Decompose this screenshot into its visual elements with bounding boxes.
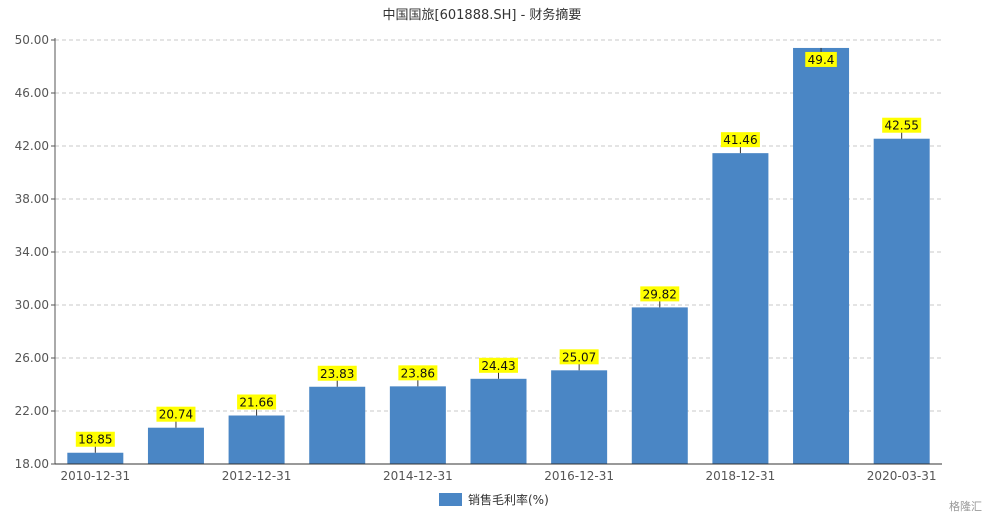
data-label: 21.66 bbox=[239, 396, 273, 410]
data-label: 20.74 bbox=[159, 408, 193, 422]
watermark: 格隆汇 bbox=[949, 500, 982, 513]
x-tick-label: 2012-12-31 bbox=[222, 469, 292, 483]
bar[interactable] bbox=[551, 370, 608, 464]
data-label-bg bbox=[237, 394, 277, 410]
x-tick-label: 2014-12-31 bbox=[383, 469, 453, 483]
bar[interactable] bbox=[67, 452, 124, 464]
data-label: 18.85 bbox=[78, 433, 112, 447]
data-label-bg bbox=[156, 406, 196, 422]
data-label: 42.55 bbox=[885, 119, 919, 133]
bar[interactable] bbox=[712, 153, 769, 464]
legend-label: 销售毛利率(%) bbox=[468, 492, 549, 507]
data-label-bg bbox=[317, 365, 357, 381]
data-label-bg bbox=[720, 132, 760, 148]
bar[interactable] bbox=[873, 138, 930, 464]
data-label-bg bbox=[805, 51, 837, 67]
x-tick-label: 2020-03-31 bbox=[867, 469, 937, 483]
chart-title: 中国国旅[601888.SH] - 财务摘要 bbox=[383, 7, 582, 23]
legend[interactable]: 销售毛利率(%) bbox=[439, 492, 549, 507]
x-axis: 2010-12-31 2012-12-31 2014-12-31 2016-12-31… bbox=[55, 463, 942, 483]
data-label-bg bbox=[75, 431, 115, 447]
data-label: 24.43 bbox=[481, 359, 515, 373]
y-tick-label: 22.00 bbox=[15, 404, 49, 418]
legend-swatch bbox=[439, 493, 462, 506]
data-label: 41.46 bbox=[723, 133, 757, 147]
data-label-bg bbox=[479, 357, 518, 373]
bar[interactable] bbox=[228, 415, 285, 464]
data-labels: 18.85 20.74 21.66 23.83 23.86 24.43 25.07 29.82… bbox=[75, 47, 922, 453]
data-label: 23.83 bbox=[320, 367, 354, 381]
data-label: 25.07 bbox=[562, 350, 596, 364]
y-tick-label: 18.00 bbox=[15, 457, 49, 471]
y-tick-label: 34.00 bbox=[15, 245, 49, 259]
data-label: 29.82 bbox=[643, 287, 677, 301]
bar[interactable] bbox=[793, 47, 850, 464]
data-label-bg bbox=[882, 117, 922, 133]
x-tick-label: 2010-12-31 bbox=[60, 469, 130, 483]
y-axis: 18.00 22.00 26.00 30.00 34.00 38.00 42.00 46.00… bbox=[15, 33, 56, 471]
x-tick-label: 2016-12-31 bbox=[544, 469, 614, 483]
y-tick-label: 42.00 bbox=[15, 139, 49, 153]
bar-series bbox=[67, 47, 930, 464]
y-tick-label: 46.00 bbox=[15, 86, 49, 100]
x-tick-label: 2018-12-31 bbox=[706, 469, 776, 483]
y-tick-label: 50.00 bbox=[15, 33, 49, 47]
data-label: 23.86 bbox=[401, 366, 435, 380]
data-label-bg bbox=[559, 349, 599, 365]
bar[interactable] bbox=[309, 386, 366, 464]
data-label: 49.4 bbox=[808, 53, 835, 67]
bar[interactable] bbox=[631, 307, 688, 464]
bar[interactable] bbox=[470, 378, 527, 464]
y-tick-label: 30.00 bbox=[15, 298, 49, 312]
y-tick-label: 38.00 bbox=[15, 192, 49, 206]
y-tick-label: 26.00 bbox=[15, 351, 49, 365]
bar[interactable] bbox=[389, 386, 446, 464]
data-label-bg bbox=[640, 286, 680, 302]
bar[interactable] bbox=[147, 427, 204, 464]
data-label-bg bbox=[398, 365, 438, 381]
